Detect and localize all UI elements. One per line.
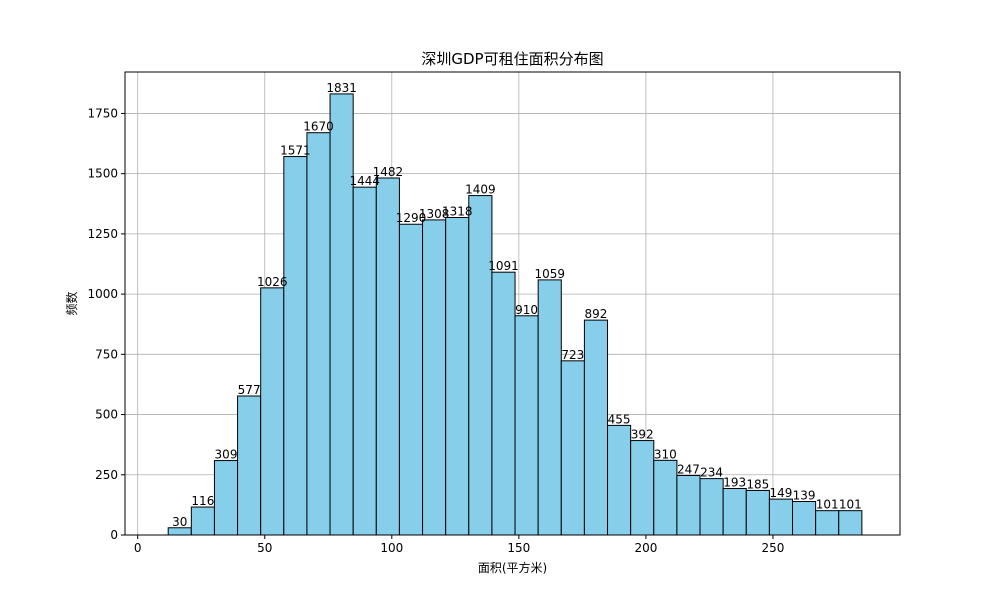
grid-lines: [125, 72, 900, 536]
x-axis-title: 面积(平方米): [478, 560, 547, 575]
bar-value-label: 310: [654, 447, 677, 461]
histogram-bar: [722, 488, 747, 536]
bar-value-label: 455: [608, 412, 631, 426]
histogram-bar: [676, 474, 701, 536]
y-axis-title: 频数: [64, 291, 79, 315]
histogram-bar: [167, 527, 192, 536]
chart-title: 深圳GDP可租住面积分布图: [421, 50, 603, 68]
bar-value-label: 149: [770, 486, 793, 500]
y-tick-label: 1250: [87, 227, 118, 241]
histogram-bar: [375, 177, 400, 536]
histogram-bar: [768, 498, 794, 536]
histogram-bar: [260, 287, 285, 536]
histogram-bar: [468, 195, 493, 536]
y-axis-ticks: 0 250 500 750 1000 1250 1500 1750: [87, 106, 125, 542]
bar-value-label: 1059: [534, 267, 565, 281]
y-tick-label: 1500: [87, 167, 118, 181]
bar-value-label: 101: [839, 498, 862, 512]
x-tick-label: 250: [761, 541, 784, 555]
histogram-bar: [283, 156, 308, 536]
bar-value-label: 247: [677, 462, 700, 476]
bar-value-label: 193: [723, 476, 746, 490]
x-tick-label: 100: [380, 541, 403, 555]
histogram-bar: [329, 93, 354, 536]
histogram-bar: [560, 360, 585, 536]
histogram-bar: [306, 132, 331, 536]
histogram-bar: [745, 489, 770, 536]
bar-value-label: 892: [585, 307, 608, 321]
y-tick-label: 1000: [87, 287, 118, 301]
y-tick-label: 1750: [87, 106, 118, 120]
bar-value-label: 1318: [442, 205, 473, 219]
bar-value-label: 1409: [465, 183, 496, 197]
histogram-bar: [398, 223, 424, 536]
bar-value-label: 185: [746, 477, 769, 491]
histogram-bar: [445, 217, 470, 536]
x-tick-label: 150: [507, 541, 530, 555]
histogram-bar: [699, 478, 724, 536]
bar-value-label: 577: [238, 383, 261, 397]
histogram-bar: [213, 460, 239, 536]
bar-value-label: 1290: [396, 211, 427, 225]
histogram-bar: [630, 440, 655, 536]
bar-value-label: 392: [631, 428, 654, 442]
histogram-bar: [352, 186, 377, 536]
bar-value-label: 1571: [280, 144, 311, 158]
histogram-bar: [491, 271, 516, 536]
bar-value-labels: 3011630957710261571167018311444148212901…: [172, 81, 862, 529]
histogram-bar: [653, 459, 678, 536]
bar-value-label: 30: [172, 515, 187, 529]
histogram-bar: [237, 395, 262, 536]
histogram-bar: [838, 510, 863, 536]
histogram-bar: [514, 315, 539, 536]
bar-value-label: 139: [793, 489, 816, 503]
bar-value-label: 1670: [303, 120, 334, 134]
bar-value-label: 910: [515, 303, 538, 317]
bar-value-label: 101: [816, 498, 839, 512]
x-tick-label: 50: [257, 541, 272, 555]
histogram-bar: [607, 424, 632, 536]
histogram-bar: [583, 319, 609, 536]
bar-value-label: 116: [191, 494, 214, 508]
y-tick-label: 0: [110, 528, 118, 542]
x-axis-ticks: 0 50 100 150 200 250: [134, 535, 784, 555]
bar-value-label: 723: [561, 348, 584, 362]
bar-value-label: 1444: [349, 174, 380, 188]
histogram-bars: [167, 93, 863, 536]
histogram-bar: [190, 506, 215, 536]
histogram-bar: [537, 279, 562, 536]
bar-value-label: 1482: [373, 165, 404, 179]
y-tick-label: 750: [95, 347, 118, 361]
y-tick-label: 250: [95, 468, 118, 482]
bar-value-label: 1831: [326, 81, 357, 95]
bar-value-label: 309: [215, 448, 238, 462]
bar-value-label: 1308: [419, 207, 450, 221]
x-tick-label: 0: [134, 541, 142, 555]
x-tick-label: 200: [634, 541, 657, 555]
y-tick-label: 500: [95, 408, 118, 422]
bar-value-label: 1091: [488, 259, 519, 273]
histogram-bar: [792, 501, 817, 536]
bar-value-label: 1026: [257, 275, 288, 289]
plot-area-frame: [124, 71, 901, 536]
histogram-bar: [422, 219, 447, 536]
bar-value-label: 234: [700, 466, 723, 480]
histogram-bar: [815, 510, 840, 536]
